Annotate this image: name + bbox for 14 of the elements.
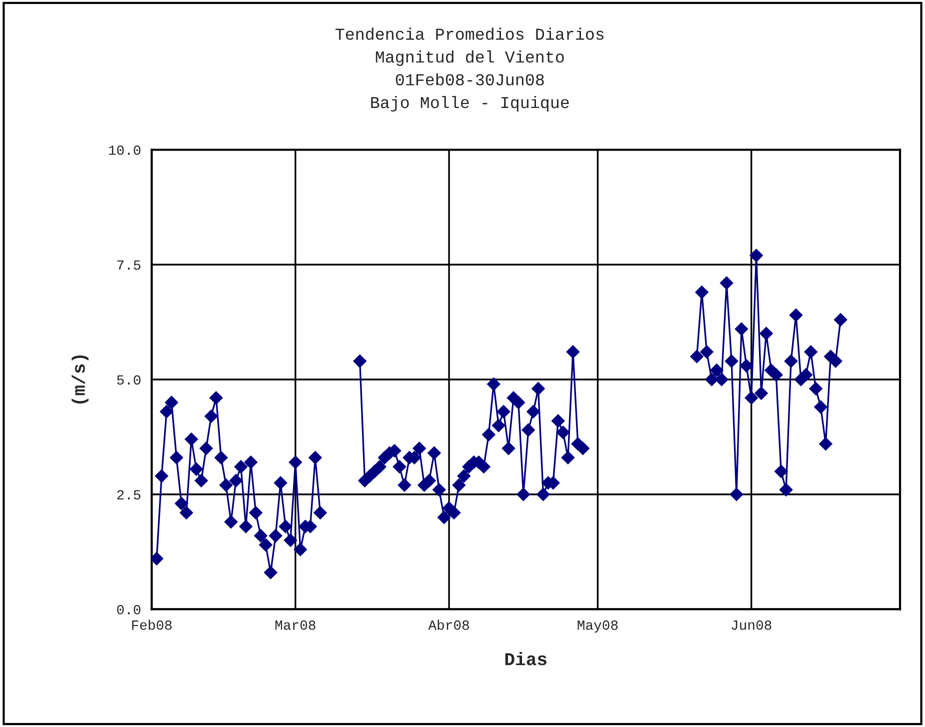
x-tick-label: May08 [578,620,618,633]
y-tick-label: 10.0 [108,146,140,155]
chart-title: Tendencia Promedios Diarios [335,28,604,40]
y-tick-label: 5.0 [117,375,140,385]
x-tick-label: Feb08 [132,620,172,630]
chart-subtitle: Magnitud del Viento 01Feb08-30Jun08 Bajo Molle - Iquique [371,50,569,112]
x-tick-label: Jun08 [732,620,772,630]
y-axis-title: (m/s) [72,355,88,404]
x-tick-label: Abr08 [428,620,469,630]
x-axis-title: Dias [505,652,546,666]
x-tick-label: Mar08 [275,620,316,630]
y-tick-label: 7.5 [117,260,140,270]
y-tick-label: 0.0 [117,604,140,614]
y-tick-label: 2.5 [117,490,140,500]
